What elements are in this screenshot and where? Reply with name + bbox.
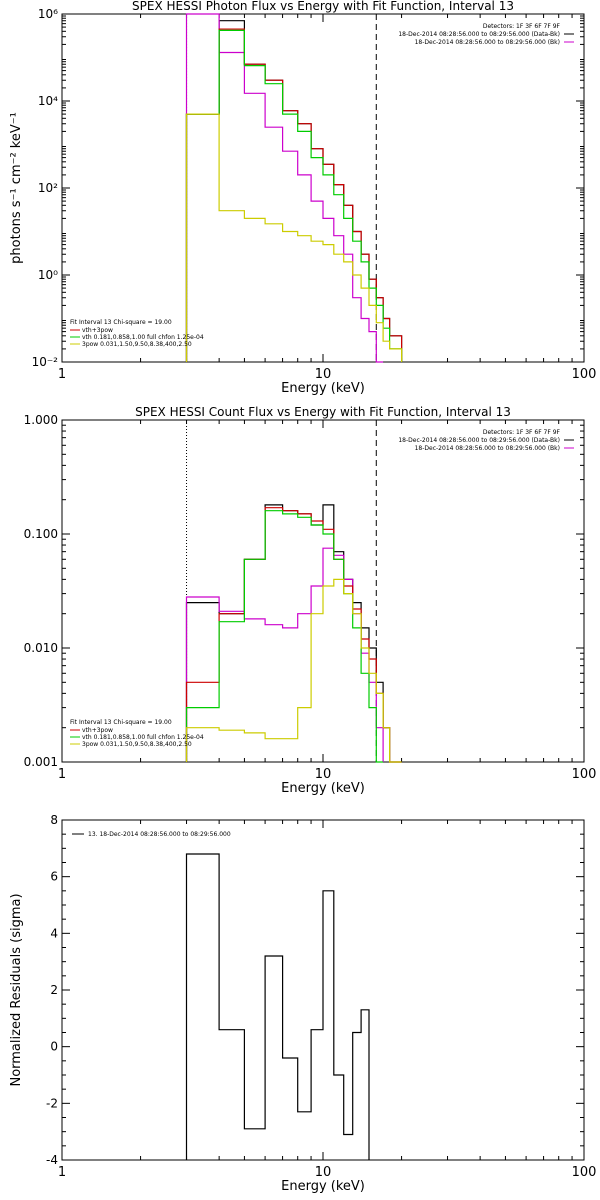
- residuals-ylabel: Normalized Residuals (sigma): [9, 893, 24, 1086]
- x-tick-label: 100: [572, 367, 597, 382]
- x-tick-label: 1: [58, 767, 66, 782]
- y-tick-label: 10⁶: [38, 7, 58, 21]
- y-tick-label: 10⁻²: [32, 355, 59, 369]
- legend-top-right-label: Detectors: 1F 3F 6F 7F 9F: [483, 23, 561, 30]
- residuals-xlabel: Energy (keV): [281, 1179, 365, 1194]
- series-line-0: [185, 853, 370, 1160]
- photon-flux-panel: SPEX HESSI Photon Flux vs Energy with Fi…: [9, 0, 596, 396]
- x-tick-label: 10: [315, 767, 332, 782]
- y-tick-label: -2: [46, 1096, 58, 1110]
- y-tick-label: 1.000: [24, 413, 58, 427]
- count-flux-xlabel: Energy (keV): [281, 781, 365, 796]
- y-tick-label: 8: [50, 813, 58, 827]
- plot-frame: [61, 13, 585, 363]
- x-tick-label: 10: [315, 1165, 332, 1180]
- legend-residual-label: 13. 18-Dec-2014 08:28:56.000 to 08:29:56…: [88, 831, 231, 838]
- residuals-panel: Energy (keV) Normalized Residuals (sigma…: [9, 813, 596, 1194]
- x-tick-label: 100: [572, 767, 597, 782]
- count-flux-title: SPEX HESSI Count Flux vs Energy with Fit…: [135, 405, 511, 419]
- y-tick-label: 0.010: [24, 641, 58, 655]
- photon-flux-plot-area: 1 10 100 10⁻² 10⁰ 10² 10⁴ 10⁶ Detectors: 1F 3F 6…: [32, 7, 597, 382]
- photon-flux-xlabel: Energy (keV): [281, 381, 365, 396]
- legend-top-right-label: 18-Dec-2014 08:28:56.000 to 08:29:56.000…: [398, 31, 560, 38]
- x-tick-label: 1: [58, 367, 66, 382]
- legend-fit-label: vth+3pow: [82, 327, 113, 334]
- photon-flux-title: SPEX HESSI Photon Flux vs Energy with Fi…: [132, 0, 514, 13]
- legend-top-right-label: Detectors: 1F 3F 6F 7F 9F: [483, 429, 561, 436]
- legend-fit-label: vth+3pow: [82, 727, 113, 734]
- legend-fit-label: vth 0.181,0.858,1.00 full chfon 1.25e-04: [82, 334, 204, 341]
- legend-top-right-label: 18-Dec-2014 08:28:56.000 to 08:29:56.000…: [398, 437, 560, 444]
- x-tick-label: 100: [572, 1165, 597, 1180]
- legend-top-right-label: 18-Dec-2014 08:28:56.000 to 08:29:56.000…: [415, 445, 560, 452]
- y-tick-label: 10⁰: [38, 268, 58, 282]
- legend-top-right-label: 18-Dec-2014 08:28:56.000 to 08:29:56.000…: [415, 39, 560, 46]
- y-tick-label: 10⁴: [38, 94, 58, 108]
- series-line-3: [185, 29, 403, 362]
- legend-fit-label: vth 0.181,0.858,1.00 full chfon 1.25e-04: [82, 734, 204, 741]
- legend-fit-label: 3pow 0.031,1.50,9.50,8.38,400,2.50: [82, 741, 192, 748]
- count-flux-plot-area: 1 10 100 0.001 0.010 0.100 1.000 Detectors: 1F …: [24, 413, 597, 782]
- count-flux-panel: SPEX HESSI Count Flux vs Energy with Fit…: [24, 405, 597, 796]
- series-line-4: [185, 578, 402, 763]
- series-line-4: [185, 113, 403, 362]
- legend-fit-label: 3pow 0.031,1.50,9.50,8.38,400,2.50: [82, 341, 192, 348]
- series-line-1: [185, 547, 384, 762]
- series-line-1: [185, 13, 384, 363]
- x-tick-label: 10: [315, 367, 332, 382]
- y-tick-label: 2: [50, 983, 58, 997]
- photon-flux-fit-header: Fit Interval 13 Chi-square = 19.00: [70, 319, 172, 326]
- y-tick-label: 0.001: [24, 755, 58, 769]
- y-tick-label: -4: [46, 1153, 58, 1167]
- series-line-3: [185, 510, 384, 763]
- y-tick-label: 4: [50, 926, 58, 940]
- x-tick-label: 1: [58, 1165, 66, 1180]
- y-tick-label: 0.100: [24, 527, 58, 541]
- residuals-plot-area: 1 10 100 -4 -2 0 2 4 6 8 13. 18-Dec-2014 08:28:56.…: [46, 813, 596, 1180]
- count-flux-fit-header: Fit Interval 13 Chi-square = 19.00: [70, 719, 172, 726]
- photon-flux-ylabel: photons s⁻¹ cm⁻² keV⁻¹: [9, 112, 24, 264]
- y-tick-label: 0: [50, 1040, 58, 1054]
- y-tick-label: 10²: [38, 181, 58, 195]
- y-tick-label: 6: [50, 870, 58, 884]
